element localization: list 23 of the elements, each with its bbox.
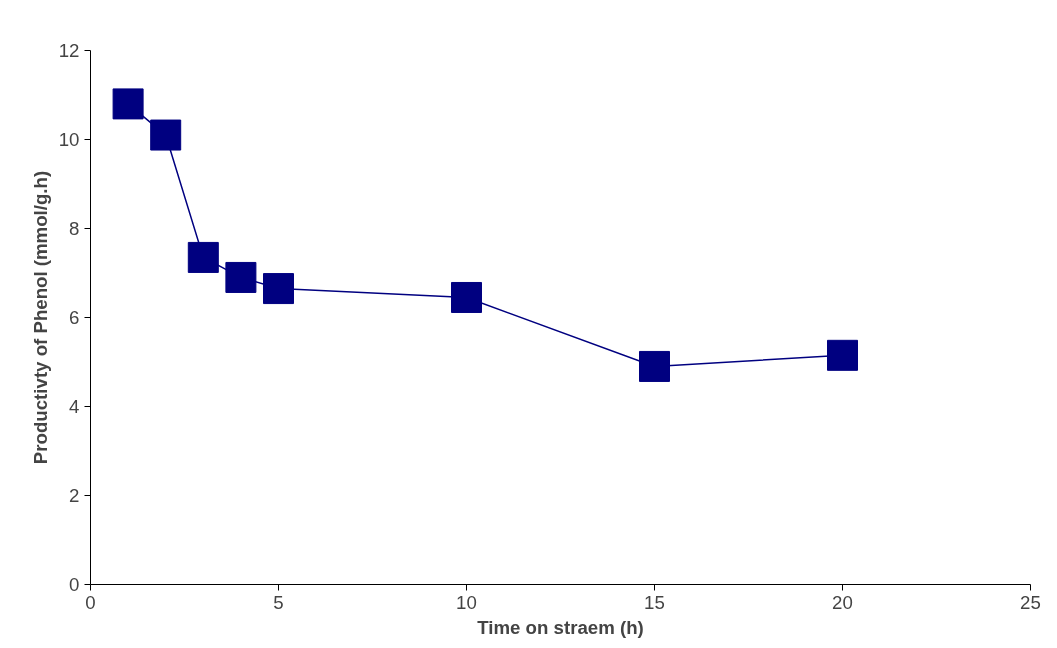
y-tick-label: 8	[69, 218, 80, 239]
x-tick-label: 0	[85, 591, 96, 613]
y-tick-label: 4	[69, 396, 80, 417]
y-tick-label: 2	[69, 485, 80, 506]
point	[451, 281, 482, 313]
y-tick-label: 0	[69, 574, 80, 595]
x-tick-label: 15	[644, 591, 665, 613]
x-tick-label: 20	[832, 591, 853, 613]
point	[639, 350, 670, 382]
point	[150, 119, 182, 151]
x-tick-label: 5	[273, 591, 284, 613]
x-tick-label: 10	[456, 591, 477, 613]
y-tick-label: 12	[58, 40, 80, 61]
x-tick-label: 25	[1020, 591, 1041, 613]
y-axis-title: Productivty of Phenol (mmol/g.h)	[29, 170, 51, 465]
x-axis-title: Time on straem (h)	[477, 616, 644, 638]
y-tick-label: 10	[58, 129, 80, 150]
point	[263, 273, 294, 305]
point	[187, 241, 219, 273]
point	[827, 339, 858, 371]
point	[225, 261, 257, 293]
y-tick-label: 6	[69, 307, 80, 328]
point	[112, 88, 144, 120]
